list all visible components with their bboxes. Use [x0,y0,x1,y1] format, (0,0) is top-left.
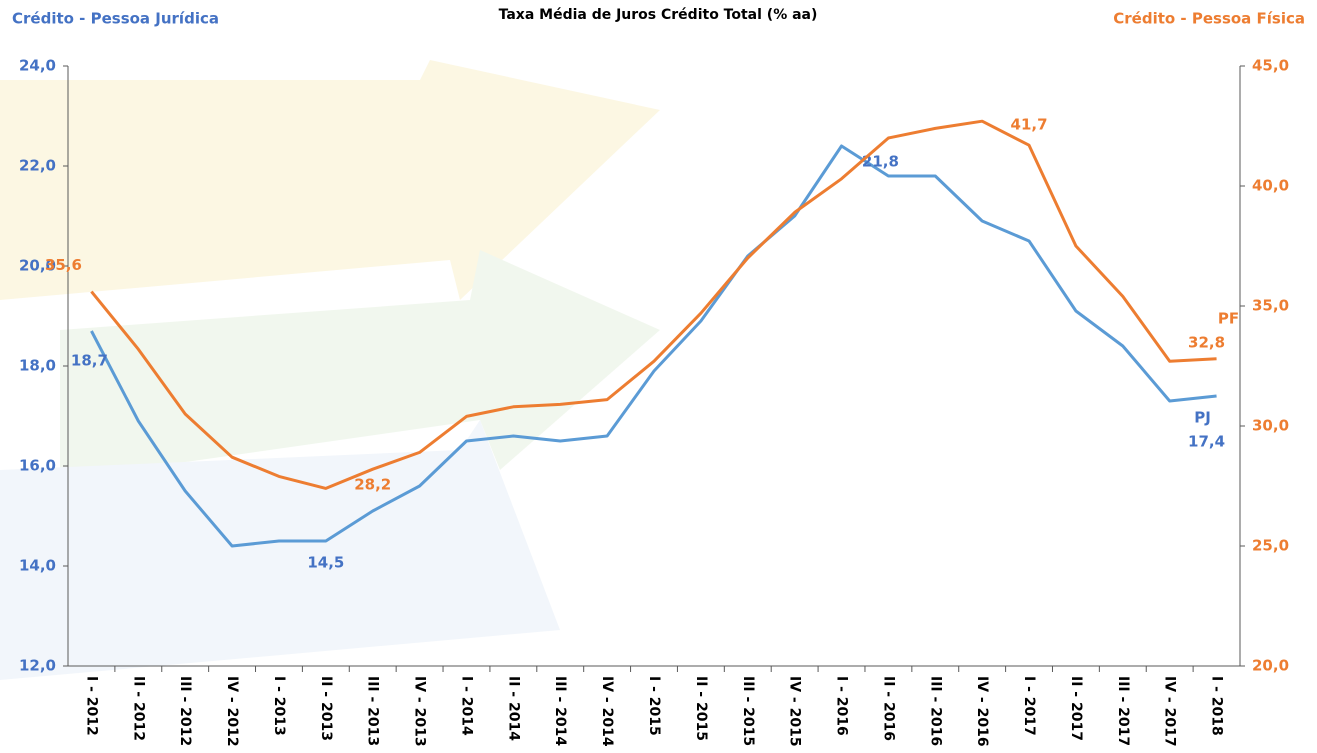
data-label: 18,7 [71,352,108,370]
x-tick-label: IV - 2012 [224,676,240,747]
data-label: 41,7 [1011,116,1048,134]
x-tick-label: III - 2015 [740,676,756,746]
y-tick-label: 16,0 [19,457,56,475]
x-tick-label: II - 2015 [693,676,709,741]
y-tick-label: 18,0 [19,357,56,375]
x-tick-label: III - 2013 [365,676,381,746]
x-tick-label: III - 2012 [177,676,193,746]
y2-tick-label: 40,0 [1252,177,1289,195]
x-tick-label: IV - 2013 [412,676,428,747]
y2-tick-label: 25,0 [1252,537,1289,555]
x-tick-label: I - 2018 [1209,676,1225,736]
y-tick-label: 14,0 [19,557,56,575]
x-tick-label: I - 2014 [458,676,474,736]
x-tick-label: I - 2013 [271,676,287,736]
x-tick-label: I - 2016 [834,676,850,736]
x-tick-label: IV - 2016 [974,676,990,747]
y2-axis-title: Crédito - Pessoa Física [1113,10,1305,28]
series-end-label: PF [1218,309,1239,327]
y-axis-title: Crédito - Pessoa Jurídica [12,10,219,28]
x-tick-label: IV - 2015 [787,676,803,747]
y-tick-label: 24,0 [19,57,56,75]
data-label: 32,8 [1188,333,1225,351]
x-tick-label: III - 2014 [552,676,568,746]
x-tick-label: IV - 2014 [599,676,615,747]
x-tick-label: I - 2012 [83,676,99,736]
y2-tick-label: 35,0 [1252,297,1289,315]
x-tick-label: I - 2017 [1021,676,1037,736]
chart-title: Taxa Média de Juros Crédito Total (% aa) [499,7,818,23]
data-label: 14,5 [307,554,344,572]
x-tick-label: IV - 2017 [1162,676,1178,747]
y-tick-label: 12,0 [19,657,56,675]
background-arrows [0,60,660,680]
y2-tick-label: 30,0 [1252,417,1289,435]
x-tick-label: II - 2014 [505,676,521,741]
data-label: 28,2 [354,476,391,494]
data-label: 17,4 [1188,433,1225,451]
x-tick-label: II - 2012 [130,676,146,741]
x-tick-label: III - 2016 [927,676,943,746]
series-end-label: PJ [1194,409,1211,427]
y2-tick-label: 20,0 [1252,657,1289,675]
x-tick-label: III - 2017 [1115,676,1131,746]
x-tick-label: II - 2013 [318,676,334,741]
chart: Crédito - Pessoa Jurídica Crédito - Pess… [0,0,1317,753]
data-label: 35,6 [45,256,82,274]
x-tick-label: II - 2016 [880,676,896,741]
x-tick-label: I - 2015 [646,676,662,736]
y-tick-label: 22,0 [19,157,56,175]
y2-tick-label: 45,0 [1252,57,1289,75]
bg-arrow [0,60,660,300]
x-tick-label: II - 2017 [1068,676,1084,741]
